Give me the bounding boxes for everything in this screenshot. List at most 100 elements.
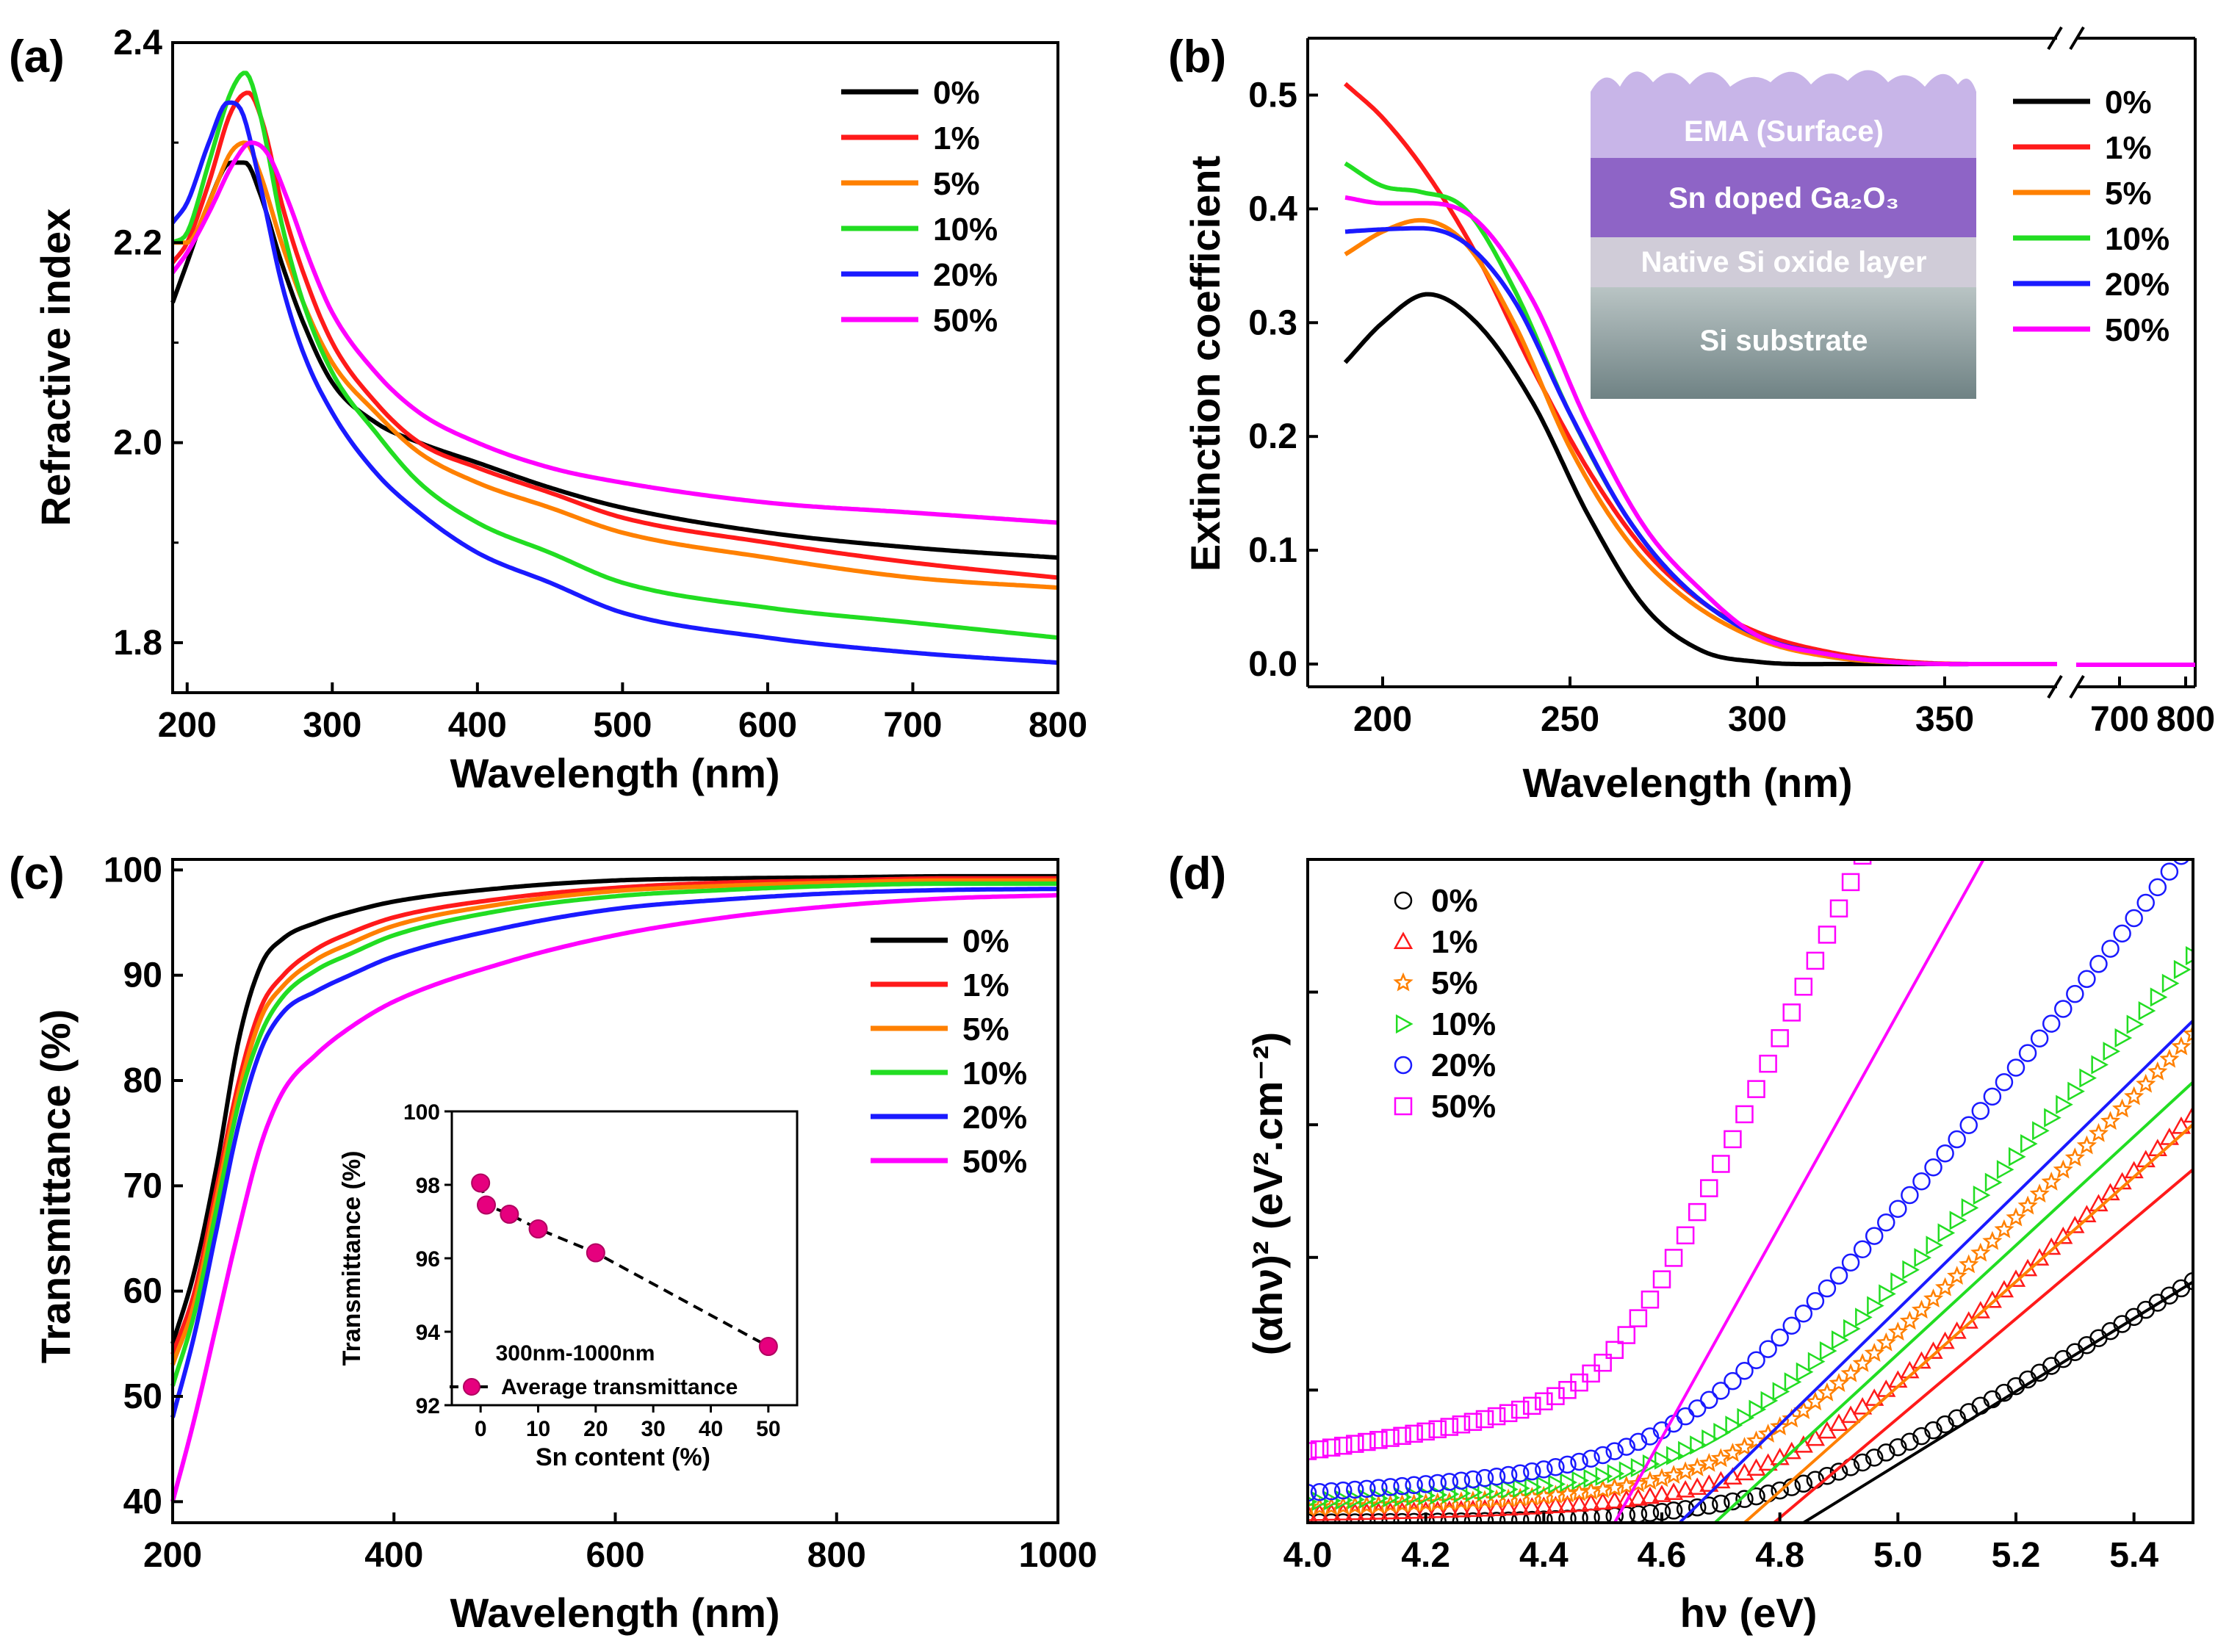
panel-a-curve-10%: [171, 71, 1059, 641]
panel-d-point-1%-48: [1865, 1388, 1884, 1406]
panel-d-point-50%-18: [1510, 1400, 1530, 1419]
panel-d-point-10%-36: [1725, 1415, 1743, 1435]
panel-d-point-50%-47: [1853, 859, 1872, 865]
panel-d-point-0%-20: [1535, 1510, 1553, 1523]
panel-c-legend-label-0: 0%: [962, 923, 1009, 959]
panel-d-point-10%-1: [1312, 1491, 1330, 1511]
panel-d-point-10%-67: [2091, 1055, 2109, 1075]
sn-ga2o3-layer: [1591, 158, 1976, 237]
panel-d-point-20%-2: [1322, 1482, 1341, 1501]
panel-d-point-1%-31: [1663, 1482, 1684, 1500]
panel-d-point-5%-40: [1770, 1416, 1790, 1435]
panel-d-xtick-3-label: 4.6: [1638, 1536, 1687, 1575]
panel-d-point-1%-13: [1451, 1500, 1471, 1518]
panel-d-point-10%-53: [1926, 1236, 1944, 1255]
panel-d-point-10%-71: [2138, 1000, 2156, 1021]
panel-d-point-50%-38: [1747, 1080, 1765, 1098]
panel-d-point-10%-37: [1737, 1407, 1755, 1428]
panel-d-point-20%-57: [1971, 1102, 1990, 1120]
panel-d-point-10%-51: [1902, 1260, 1920, 1280]
panel-d-legend-marker-3: [1395, 1014, 1414, 1034]
panel-d-point-0%-52: [1912, 1426, 1931, 1446]
panel-d-point-0%-53: [1924, 1421, 1942, 1440]
panel-d-point-10%-6: [1371, 1488, 1389, 1508]
panel-d-point-50%-32: [1676, 1226, 1695, 1245]
panel-d-xtick-7-label: 5.4: [2109, 1536, 2158, 1575]
panel-d-point-50%-13: [1452, 1415, 1471, 1434]
panel-d-point-20%-63: [2042, 1014, 2061, 1033]
panel-d-point-20%-52: [1912, 1172, 1931, 1191]
panel-c-legend-label-2: 5%: [962, 1011, 1009, 1047]
panel-d-point-20%-72: [2148, 878, 2167, 897]
panel-d-point-0%-45: [1829, 1462, 1848, 1481]
panel-c-ytick-4-label: 80: [123, 1061, 162, 1100]
panel-c-ytick-5-label: 90: [123, 956, 162, 995]
panel-d-point-1%-27: [1616, 1490, 1636, 1507]
panel-d-point-20%-68: [2101, 939, 2120, 958]
panel-d-point-5%-62: [2029, 1183, 2050, 1203]
panel-a-xtick-1-label: 300: [303, 706, 361, 745]
panel-b-label: (b): [1168, 32, 1226, 82]
panel-d-point-10%-70: [2126, 1014, 2145, 1034]
panel-d-point-1%-22: [1558, 1495, 1577, 1512]
panel-c-legend-label-4: 20%: [962, 1100, 1027, 1136]
panel-d-label: (d): [1168, 848, 1226, 899]
si-substrate-layer-label: Si substrate: [1700, 325, 1868, 357]
inset-ytick-2-label: 96: [416, 1247, 440, 1272]
panel-d-point-20%-73: [2160, 862, 2179, 881]
panel-d-point-20%-33: [1688, 1399, 1707, 1418]
panel-d-point-20%-66: [2078, 970, 2096, 989]
panel-d-legend-label-0: 0%: [1431, 883, 1478, 919]
panel-a-label: (a): [9, 32, 65, 82]
panel-d-point-50%-16: [1487, 1407, 1506, 1426]
panel-d-point-20%-53: [1924, 1158, 1942, 1177]
panel-d-point-10%-33: [1690, 1435, 1707, 1455]
panel-d-point-10%-18: [1513, 1478, 1530, 1498]
inset-annotation: 300nm-1000nm: [496, 1341, 655, 1366]
panel-d-point-10%-17: [1501, 1479, 1519, 1499]
panel-d-fit-line-50%: [1613, 859, 1986, 1523]
panel-d-point-20%-44: [1818, 1279, 1837, 1298]
panel-d-point-5%-66: [2076, 1135, 2097, 1155]
panel-d-xtick-0-label: 4.0: [1283, 1536, 1333, 1575]
panel-d-legend-label-3: 10%: [1431, 1006, 1496, 1042]
panel-a-curve-50%: [170, 140, 1059, 525]
panel-d-point-5%-61: [2017, 1195, 2038, 1215]
panel-d-point-10%-34: [1702, 1429, 1719, 1449]
panel-d-point-0%-48: [1865, 1449, 1884, 1467]
inset-frame: [450, 1110, 799, 1407]
panel-c-legend-label-5: 50%: [962, 1144, 1027, 1180]
panel-d-point-10%-42: [1796, 1362, 1814, 1382]
panel-d-point-50%-29: [1641, 1290, 1660, 1309]
panel-d-point-0%-47: [1853, 1453, 1872, 1472]
panel-b-legend-label-3: 10%: [2105, 221, 2169, 257]
panel-d-point-0%-35: [1712, 1494, 1730, 1513]
panel-c-ytick-0-label: 40: [123, 1482, 162, 1521]
sn-ga2o3-layer-label: Sn doped Ga₂O₃: [1668, 182, 1899, 214]
panel-a-ytick-0-label: 1.8: [113, 624, 162, 663]
panel-d-point-20%-10: [1416, 1475, 1435, 1493]
panel-d-point-50%-2: [1322, 1438, 1341, 1457]
panel-d-point-10%-52: [1914, 1248, 1932, 1268]
panel-a-xtick-5-label: 700: [883, 706, 942, 745]
panel-b-frame: [1306, 26, 2197, 699]
panel-d-point-20%-42: [1794, 1304, 1813, 1323]
panel-d-point-20%-35: [1712, 1382, 1730, 1400]
panel-d-point-1%-26: [1605, 1490, 1624, 1509]
panel-d-point-5%-75: [2183, 1023, 2193, 1043]
panel-d-point-10%-75: [2185, 945, 2193, 966]
panel-d-point-5%-57: [1970, 1242, 1991, 1262]
panel-d-point-50%-20: [1535, 1392, 1553, 1411]
panel-c-legend-label-1: 1%: [962, 967, 1009, 1003]
panel-d-point-50%-27: [1617, 1326, 1636, 1344]
panel-d-point-1%-75: [2183, 1105, 2193, 1123]
inset-xtick-1-label: 10: [526, 1417, 550, 1441]
panel-d-legend-marker-0: [1394, 891, 1413, 910]
panel-d-point-0%-39: [1759, 1485, 1777, 1503]
panel-d-point-0%-37: [1735, 1490, 1754, 1508]
panel-d-point-20%-5: [1358, 1479, 1376, 1498]
panel-d-point-50%-41: [1782, 1003, 1801, 1022]
panel-c: (c) 200 400 600 800 10004050607080901000%1%5…: [9, 848, 1097, 1636]
panel-d-point-1%-72: [2147, 1139, 2167, 1156]
panel-d-point-20%-34: [1700, 1391, 1718, 1410]
